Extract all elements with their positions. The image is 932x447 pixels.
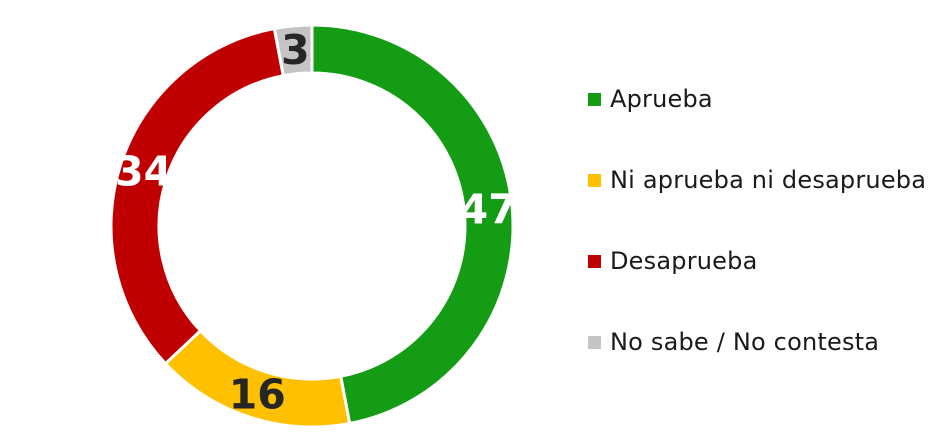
legend-swatch-yellow-icon (588, 173, 601, 187)
donut-chart-area: 47 16 34 3 (109, 23, 517, 427)
legend-item-no-sabe-no-contesta: No sabe / No contesta (588, 327, 926, 357)
segment-value-label: 3 (281, 26, 310, 74)
legend-label-no-sabe-no-contesta: No sabe / No contesta (610, 328, 880, 356)
legend-swatch-gray-icon (588, 335, 601, 349)
donut-segment-aprueba (310, 23, 515, 426)
legend-swatch-red-icon (588, 254, 601, 268)
segment-value-label: 34 (115, 147, 172, 195)
donut-segment-no-sabe-no-contesta (272, 23, 314, 78)
legend-item-desaprueba: Desaprueba (588, 246, 926, 276)
legend-label-desaprueba: Desaprueba (610, 247, 758, 275)
legend-swatch-green-icon (588, 92, 601, 106)
legend-item-aprueba: Aprueba (588, 84, 926, 114)
legend-item-ni-aprueba-ni-desaprueba: Ni aprueba ni desaprueba (588, 165, 926, 195)
segment-value-label: 47 (460, 185, 517, 233)
legend-label-aprueba: Aprueba (610, 85, 713, 113)
chart-legend: Aprueba Ni aprueba ni desaprueba Desapru… (588, 84, 926, 357)
segment-value-label: 16 (229, 370, 286, 418)
legend-label-ni-aprueba-ni-desaprueba: Ni aprueba ni desaprueba (610, 166, 927, 194)
donut-segment-desaprueba (109, 26, 286, 366)
donut-chart-svg: 47 16 34 3 (109, 23, 517, 427)
